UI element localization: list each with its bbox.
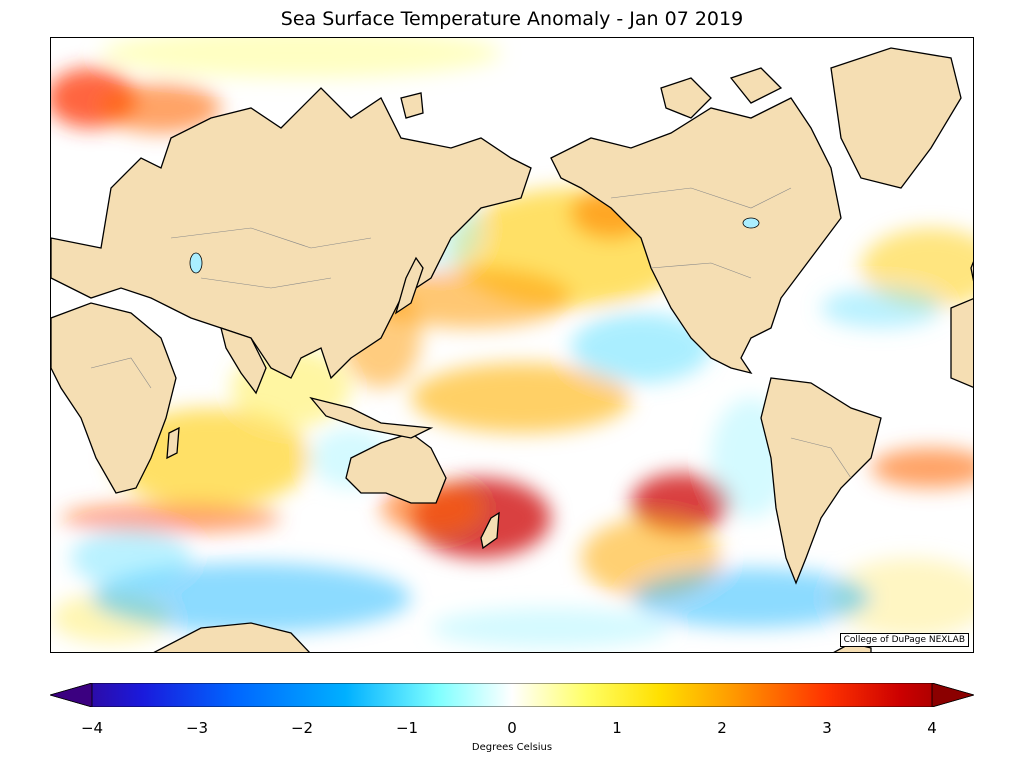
madagascar-landmass bbox=[166, 426, 180, 460]
land bbox=[51, 47, 973, 652]
colorbar-tick-label: 4 bbox=[927, 719, 937, 737]
west-africa-edge bbox=[950, 298, 973, 388]
new-zealand-landmass bbox=[480, 511, 500, 550]
colorbar-low-extend bbox=[50, 683, 93, 707]
colorbar-unit-label: Degrees Celsius bbox=[471, 742, 553, 753]
colorbar-tick-label: −3 bbox=[185, 719, 209, 737]
inland-water bbox=[189, 217, 760, 274]
anomaly-field bbox=[51, 38, 973, 648]
uk-landmass bbox=[970, 261, 973, 282]
colorbar-tick-label: 2 bbox=[717, 719, 727, 737]
colorbar-tick-label: 1 bbox=[612, 719, 622, 737]
arctic-islands-2 bbox=[729, 67, 783, 104]
eurasia-landmass bbox=[51, 87, 532, 380]
indonesia-landmass bbox=[309, 396, 434, 439]
map-canvas bbox=[51, 38, 973, 652]
country-borders bbox=[90, 187, 852, 479]
map-title: Sea Surface Temperature Anomaly - Jan 07… bbox=[280, 8, 744, 30]
colorbar-tick-label: −1 bbox=[395, 719, 419, 737]
colorbar-bar bbox=[50, 683, 974, 707]
colorbar-tick-label: −4 bbox=[80, 719, 104, 737]
antarctica-landmass bbox=[153, 622, 310, 652]
japan-landmass bbox=[394, 256, 424, 315]
colorbar-tick-label: −2 bbox=[290, 719, 314, 737]
south-america-landmass bbox=[760, 377, 882, 585]
colorbar-tick-label: 3 bbox=[822, 719, 832, 737]
greenland-landmass bbox=[830, 47, 962, 189]
map-area: College of DuPage NEXLAB bbox=[50, 37, 974, 653]
north-america-landmass bbox=[550, 97, 842, 375]
credit-label: College of DuPage NEXLAB bbox=[839, 633, 969, 647]
africa-landmass bbox=[51, 302, 177, 494]
india-landmass bbox=[220, 327, 267, 395]
colorbar bbox=[50, 683, 974, 707]
colorbar-tick-label: 0 bbox=[507, 719, 517, 737]
colorbar-high-extend bbox=[931, 683, 974, 707]
arctic-islands bbox=[660, 77, 712, 119]
sakhalin-island bbox=[400, 92, 424, 119]
